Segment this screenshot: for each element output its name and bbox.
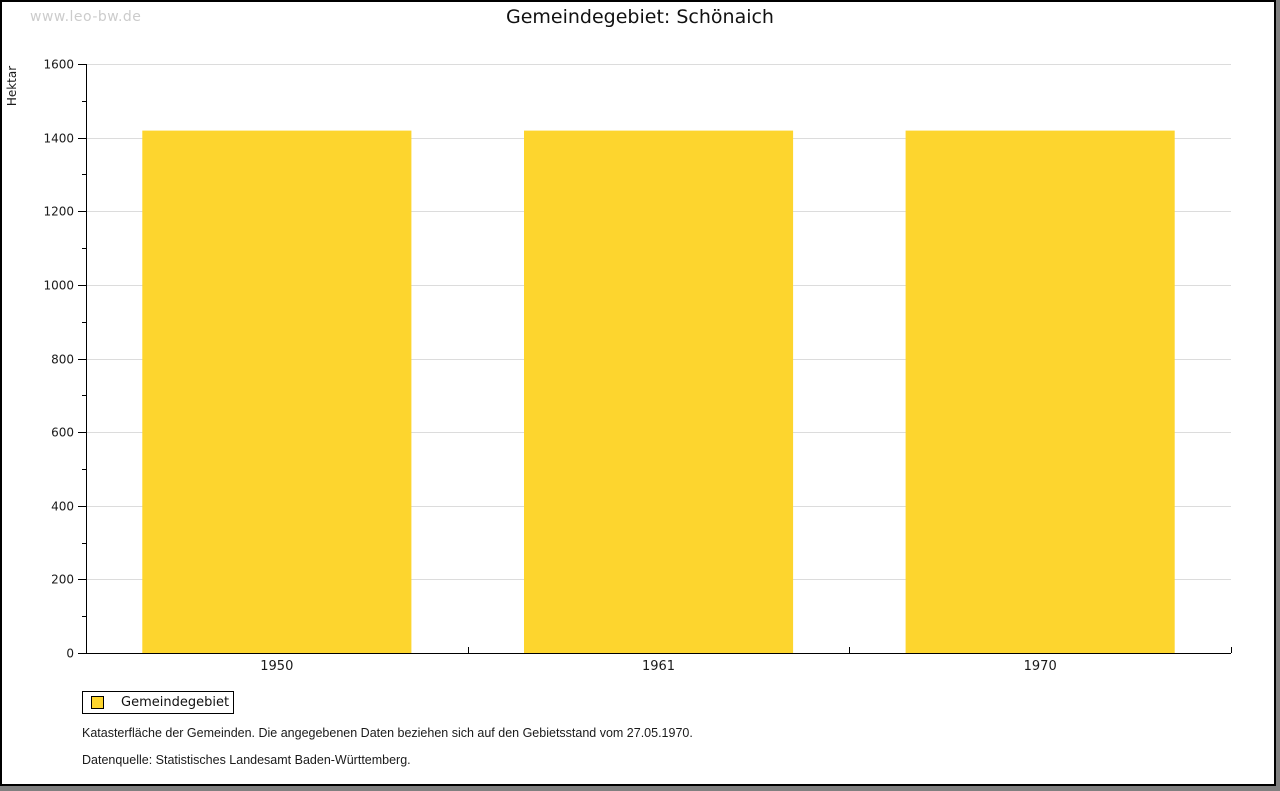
y-tick-label: 800 bbox=[51, 353, 74, 367]
chart-title: Gemeindegebiet: Schönaich bbox=[506, 6, 774, 28]
y-tick-label: 200 bbox=[51, 573, 74, 587]
y-tick-label: 1000 bbox=[43, 279, 74, 293]
y-tick-label: 1200 bbox=[43, 205, 74, 219]
y-axis-title: Hektar bbox=[5, 66, 19, 106]
legend-color-swatch bbox=[91, 696, 104, 709]
bar-1961 bbox=[524, 130, 794, 654]
y-tick-label: 1400 bbox=[43, 132, 74, 146]
y-tick-label: 600 bbox=[51, 426, 74, 440]
bar-1970 bbox=[905, 130, 1175, 654]
y-tick-label: 400 bbox=[51, 500, 74, 514]
y-tick-label: 1600 bbox=[43, 58, 74, 72]
footnote-data-source: Datenquelle: Statistisches Landesamt Bad… bbox=[82, 753, 411, 767]
watermark: www.leo-bw.de bbox=[30, 9, 142, 25]
y-tick-label: 0 bbox=[66, 647, 74, 661]
x-tick-label: 1950 bbox=[260, 659, 293, 674]
bar-1950 bbox=[142, 130, 412, 654]
legend: Gemeindegebiet bbox=[82, 691, 234, 714]
x-tick-label: 1970 bbox=[1024, 659, 1057, 674]
x-tick-label: 1961 bbox=[642, 659, 675, 674]
legend-label: Gemeindegebiet bbox=[121, 695, 230, 710]
footnote-source-note: Katasterfläche der Gemeinden. Die angege… bbox=[82, 726, 693, 740]
